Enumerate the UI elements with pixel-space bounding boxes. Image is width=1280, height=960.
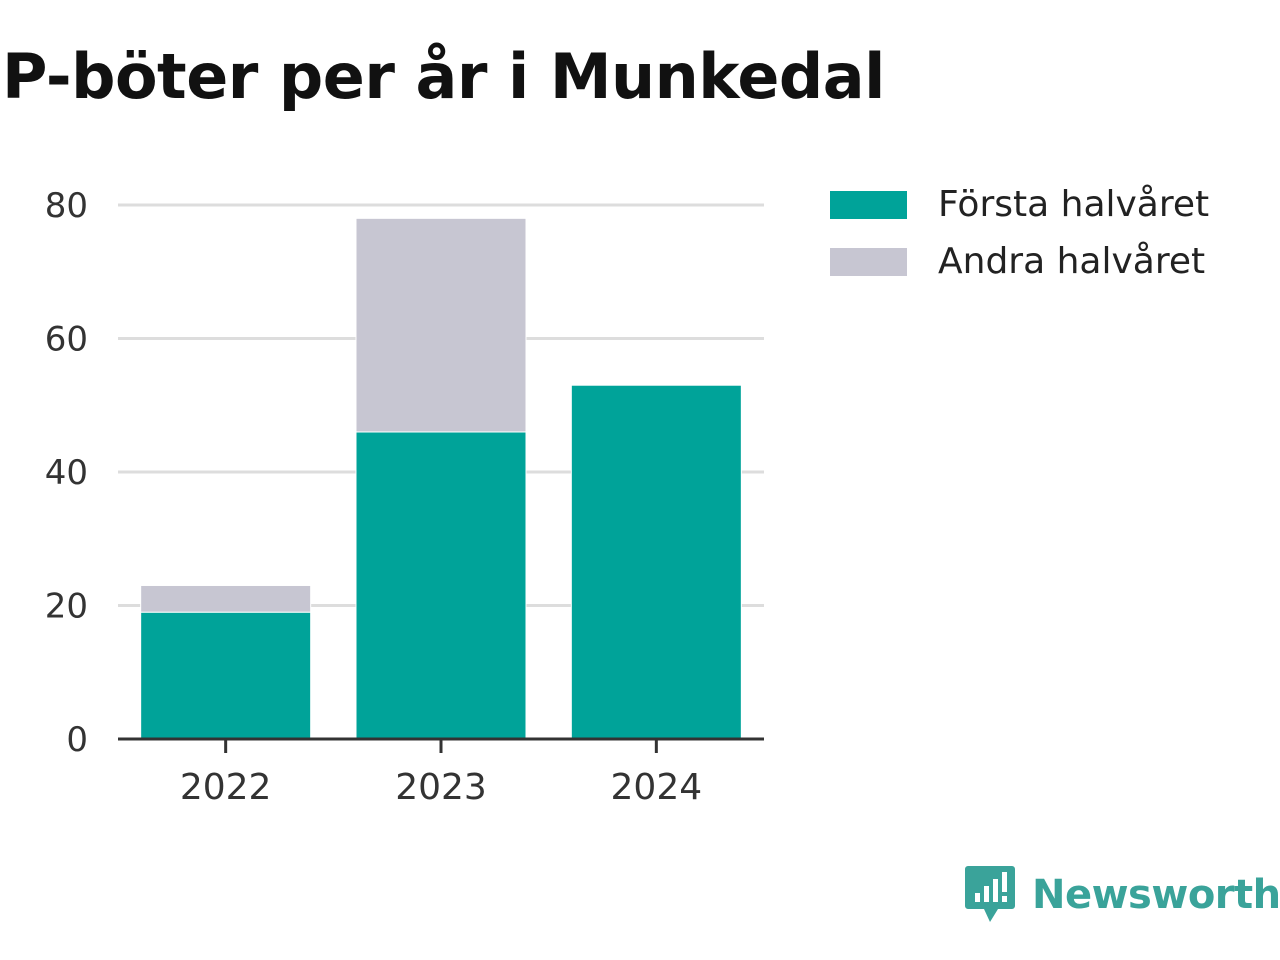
legend-item-forsta: Första halvåret — [830, 176, 1209, 233]
bar-2022-series-0 — [140, 611, 312, 740]
x-tick-label-2022: 2022 — [180, 767, 272, 808]
x-tick-label-2023: 2023 — [395, 767, 487, 808]
legend-swatch-andra — [830, 247, 907, 276]
y-tick-label-40: 40 — [45, 453, 88, 493]
legend-swatch-forsta — [830, 190, 907, 219]
x-tick-label-2024: 2024 — [611, 767, 703, 808]
chart-title: P-böter per år i Munkedal — [2, 40, 885, 113]
legend-label-andra: Andra halvåret — [938, 241, 1206, 282]
y-tick-label-20: 20 — [45, 587, 88, 627]
legend-item-andra: Andra halvåret — [830, 233, 1209, 290]
legend-label-forsta: Första halvåret — [938, 184, 1210, 225]
brand: Newsworthy — [964, 864, 1280, 926]
stacked-bar-chart: 0 20 40 60 80 2022 2023 2024 — [45, 186, 764, 808]
legend: Första halvåret Andra halvåret — [830, 176, 1209, 290]
bar-2023-series-0 — [355, 431, 527, 740]
bar-2023-series-1 — [355, 217, 527, 433]
newsworthy-logo-icon — [965, 866, 1015, 922]
bar-2022-series-1 — [140, 584, 312, 613]
y-tick-label-80: 80 — [45, 186, 88, 226]
y-tick-label-60: 60 — [45, 320, 88, 360]
y-tick-label-0: 0 — [66, 720, 88, 760]
brand-name: Newsworthy — [1032, 872, 1280, 918]
bar-2024-series-0 — [570, 384, 742, 740]
